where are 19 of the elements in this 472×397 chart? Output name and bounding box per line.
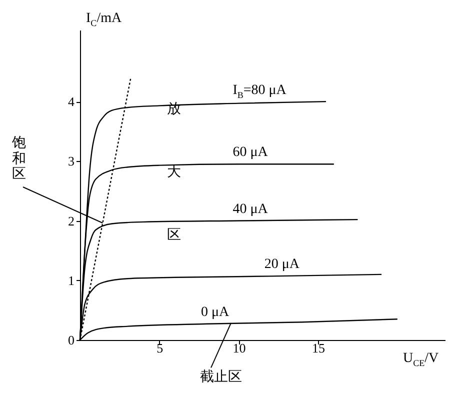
series-label: 60 μA <box>232 145 268 160</box>
series-label: 0 μA <box>200 304 230 320</box>
x-tick-label: 5 <box>156 340 164 356</box>
y-tick-label: 2 <box>68 213 74 228</box>
annotation: 饱和区 <box>12 136 27 183</box>
annotation: 大 <box>167 165 181 180</box>
y-tick-label: 4 <box>68 94 75 110</box>
series-label: I$_{B}$=80 μA <box>232 83 286 100</box>
y-tick-label: 1 <box>68 272 74 288</box>
x-tick-label: 15 <box>312 340 326 356</box>
annotation: 截止区 <box>200 370 242 385</box>
annotation: 区 <box>167 228 181 243</box>
y-axis-title: I$_{C}$/mA <box>86 11 122 28</box>
y-tick-label: 3 <box>68 154 74 169</box>
x-tick-label: 10 <box>232 340 246 356</box>
y-tick-label: 0 <box>68 332 74 348</box>
x-axis-title: U$_{CE}$/V <box>403 351 439 368</box>
series-label: 40 μA <box>232 202 268 217</box>
series-label: 20 μA <box>264 257 300 272</box>
